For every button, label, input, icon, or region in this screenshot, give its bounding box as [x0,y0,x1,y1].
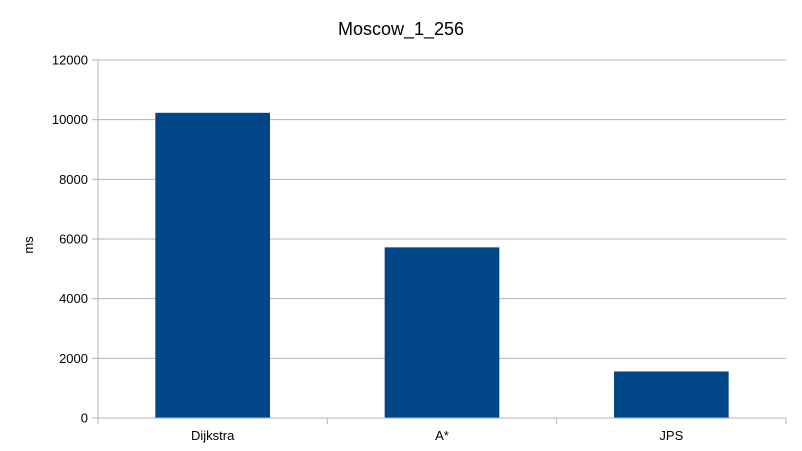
y-tick-label-3: 6000 [59,232,88,247]
x-tick-label-2: JPS [659,428,683,443]
y-tick-label-6: 12000 [52,53,88,68]
chart-title: Moscow_1_256 [338,19,464,40]
bars [155,112,729,419]
axes [92,59,787,424]
bar-dijkstra [155,112,270,419]
y-tick-label-5: 10000 [52,112,88,127]
tick-labels: 0 2000 4000 6000 8000 10000 12000 Dijkstra A* JPS [52,53,684,444]
y-tick-label-4: 8000 [59,172,88,187]
bar-a [384,247,500,418]
y-tick-label-2: 4000 [59,291,88,306]
y-tick-label-0: 0 [81,411,88,426]
x-tick-label-0: Dijkstra [191,428,235,443]
x-tick-label-1: A* [435,428,449,443]
y-tick-label-1: 2000 [59,351,88,366]
y-axis-title: ms [21,236,36,254]
bar-jps [614,371,729,418]
